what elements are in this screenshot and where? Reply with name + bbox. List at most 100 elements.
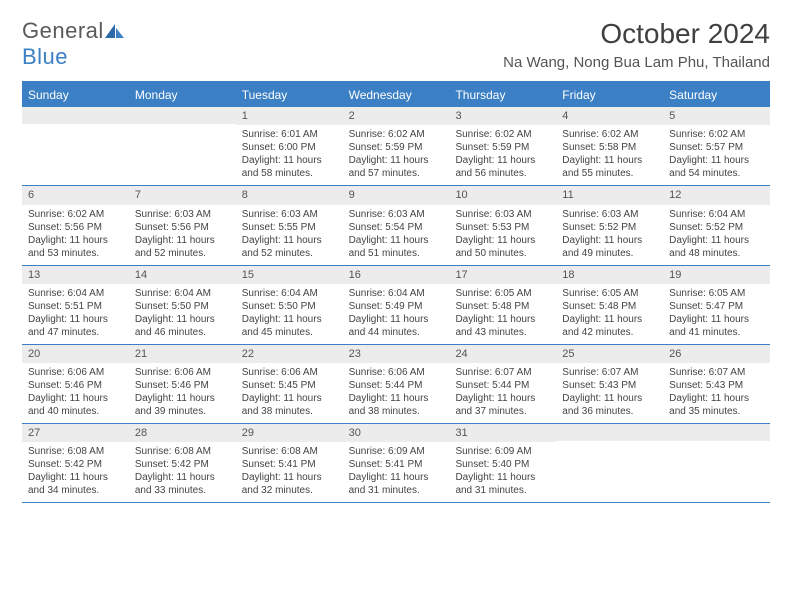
week-row: 20Sunrise: 6:06 AMSunset: 5:46 PMDayligh… [22, 345, 770, 424]
sunrise-text: Sunrise: 6:03 AM [562, 208, 657, 221]
day-number: 15 [236, 266, 343, 284]
day-cell: 5Sunrise: 6:02 AMSunset: 5:57 PMDaylight… [663, 107, 770, 185]
location-label: Na Wang, Nong Bua Lam Phu, Thailand [503, 54, 770, 71]
day-details: Sunrise: 6:03 AMSunset: 5:56 PMDaylight:… [129, 205, 236, 265]
day-cell: 17Sunrise: 6:05 AMSunset: 5:48 PMDayligh… [449, 266, 556, 344]
sunrise-text: Sunrise: 6:02 AM [349, 128, 444, 141]
day-details: Sunrise: 6:02 AMSunset: 5:59 PMDaylight:… [343, 125, 450, 185]
day-details: Sunrise: 6:03 AMSunset: 5:53 PMDaylight:… [449, 205, 556, 265]
sunrise-text: Sunrise: 6:04 AM [135, 287, 230, 300]
day-details: Sunrise: 6:02 AMSunset: 5:59 PMDaylight:… [449, 125, 556, 185]
day-header: Saturday [663, 83, 770, 107]
day-number: 16 [343, 266, 450, 284]
day-cell: 9Sunrise: 6:03 AMSunset: 5:54 PMDaylight… [343, 186, 450, 264]
day-cell: 27Sunrise: 6:08 AMSunset: 5:42 PMDayligh… [22, 424, 129, 502]
sunrise-text: Sunrise: 6:03 AM [455, 208, 550, 221]
sunset-text: Sunset: 5:46 PM [135, 379, 230, 392]
day-number: 20 [22, 345, 129, 363]
logo-word1: General [22, 18, 104, 43]
day-details: Sunrise: 6:08 AMSunset: 5:42 PMDaylight:… [129, 442, 236, 502]
daylight-text: Daylight: 11 hours and 58 minutes. [242, 154, 337, 180]
day-cell [663, 424, 770, 502]
sunrise-text: Sunrise: 6:07 AM [669, 366, 764, 379]
sunset-text: Sunset: 5:48 PM [562, 300, 657, 313]
day-cell [129, 107, 236, 185]
title-block: October 2024 Na Wang, Nong Bua Lam Phu, … [503, 18, 770, 71]
day-details: Sunrise: 6:05 AMSunset: 5:48 PMDaylight:… [449, 284, 556, 344]
day-cell: 29Sunrise: 6:08 AMSunset: 5:41 PMDayligh… [236, 424, 343, 502]
day-details: Sunrise: 6:03 AMSunset: 5:55 PMDaylight:… [236, 205, 343, 265]
day-details: Sunrise: 6:02 AMSunset: 5:56 PMDaylight:… [22, 205, 129, 265]
sunrise-text: Sunrise: 6:02 AM [562, 128, 657, 141]
sunset-text: Sunset: 5:56 PM [28, 221, 123, 234]
day-header: Friday [556, 83, 663, 107]
sunrise-text: Sunrise: 6:09 AM [455, 445, 550, 458]
sunrise-text: Sunrise: 6:08 AM [135, 445, 230, 458]
sunset-text: Sunset: 5:42 PM [135, 458, 230, 471]
daylight-text: Daylight: 11 hours and 43 minutes. [455, 313, 550, 339]
day-number: 22 [236, 345, 343, 363]
day-cell: 23Sunrise: 6:06 AMSunset: 5:44 PMDayligh… [343, 345, 450, 423]
sunrise-text: Sunrise: 6:06 AM [28, 366, 123, 379]
daylight-text: Daylight: 11 hours and 51 minutes. [349, 234, 444, 260]
day-cell: 2Sunrise: 6:02 AMSunset: 5:59 PMDaylight… [343, 107, 450, 185]
sunrise-text: Sunrise: 6:05 AM [669, 287, 764, 300]
daylight-text: Daylight: 11 hours and 53 minutes. [28, 234, 123, 260]
day-cell: 1Sunrise: 6:01 AMSunset: 6:00 PMDaylight… [236, 107, 343, 185]
sunset-text: Sunset: 5:56 PM [135, 221, 230, 234]
sunrise-text: Sunrise: 6:04 AM [669, 208, 764, 221]
sunrise-text: Sunrise: 6:07 AM [455, 366, 550, 379]
day-details: Sunrise: 6:02 AMSunset: 5:58 PMDaylight:… [556, 125, 663, 185]
day-details: Sunrise: 6:04 AMSunset: 5:51 PMDaylight:… [22, 284, 129, 344]
sunrise-text: Sunrise: 6:03 AM [135, 208, 230, 221]
sunset-text: Sunset: 5:45 PM [242, 379, 337, 392]
daylight-text: Daylight: 11 hours and 38 minutes. [349, 392, 444, 418]
day-number: 13 [22, 266, 129, 284]
sunrise-text: Sunrise: 6:06 AM [242, 366, 337, 379]
day-number: 14 [129, 266, 236, 284]
daylight-text: Daylight: 11 hours and 57 minutes. [349, 154, 444, 180]
daylight-text: Daylight: 11 hours and 31 minutes. [455, 471, 550, 497]
day-header: Wednesday [343, 83, 450, 107]
daylight-text: Daylight: 11 hours and 32 minutes. [242, 471, 337, 497]
sunset-text: Sunset: 5:59 PM [349, 141, 444, 154]
sunset-text: Sunset: 5:51 PM [28, 300, 123, 313]
day-number: 3 [449, 107, 556, 125]
day-number: 30 [343, 424, 450, 442]
day-details: Sunrise: 6:07 AMSunset: 5:43 PMDaylight:… [663, 363, 770, 423]
day-cell: 21Sunrise: 6:06 AMSunset: 5:46 PMDayligh… [129, 345, 236, 423]
calendar: Sunday Monday Tuesday Wednesday Thursday… [22, 81, 770, 503]
sunset-text: Sunset: 5:58 PM [562, 141, 657, 154]
sunset-text: Sunset: 5:46 PM [28, 379, 123, 392]
sunrise-text: Sunrise: 6:05 AM [455, 287, 550, 300]
day-cell: 11Sunrise: 6:03 AMSunset: 5:52 PMDayligh… [556, 186, 663, 264]
sunset-text: Sunset: 5:52 PM [562, 221, 657, 234]
day-cell: 6Sunrise: 6:02 AMSunset: 5:56 PMDaylight… [22, 186, 129, 264]
sunrise-text: Sunrise: 6:06 AM [135, 366, 230, 379]
day-details: Sunrise: 6:04 AMSunset: 5:50 PMDaylight:… [236, 284, 343, 344]
day-cell: 13Sunrise: 6:04 AMSunset: 5:51 PMDayligh… [22, 266, 129, 344]
sunrise-text: Sunrise: 6:08 AM [242, 445, 337, 458]
sunrise-text: Sunrise: 6:02 AM [455, 128, 550, 141]
day-header: Thursday [449, 83, 556, 107]
sunset-text: Sunset: 5:50 PM [135, 300, 230, 313]
sunrise-text: Sunrise: 6:05 AM [562, 287, 657, 300]
day-number [663, 424, 770, 441]
day-number: 28 [129, 424, 236, 442]
day-number: 7 [129, 186, 236, 204]
sunrise-text: Sunrise: 6:02 AM [28, 208, 123, 221]
day-cell: 24Sunrise: 6:07 AMSunset: 5:44 PMDayligh… [449, 345, 556, 423]
day-details: Sunrise: 6:01 AMSunset: 6:00 PMDaylight:… [236, 125, 343, 185]
day-details: Sunrise: 6:03 AMSunset: 5:52 PMDaylight:… [556, 205, 663, 265]
day-header: Sunday [22, 83, 129, 107]
sunrise-text: Sunrise: 6:08 AM [28, 445, 123, 458]
day-cell: 26Sunrise: 6:07 AMSunset: 5:43 PMDayligh… [663, 345, 770, 423]
sunset-text: Sunset: 5:41 PM [242, 458, 337, 471]
daylight-text: Daylight: 11 hours and 44 minutes. [349, 313, 444, 339]
sunset-text: Sunset: 5:54 PM [349, 221, 444, 234]
sunset-text: Sunset: 5:52 PM [669, 221, 764, 234]
sunset-text: Sunset: 5:59 PM [455, 141, 550, 154]
sunrise-text: Sunrise: 6:02 AM [669, 128, 764, 141]
daylight-text: Daylight: 11 hours and 33 minutes. [135, 471, 230, 497]
day-details: Sunrise: 6:06 AMSunset: 5:46 PMDaylight:… [129, 363, 236, 423]
